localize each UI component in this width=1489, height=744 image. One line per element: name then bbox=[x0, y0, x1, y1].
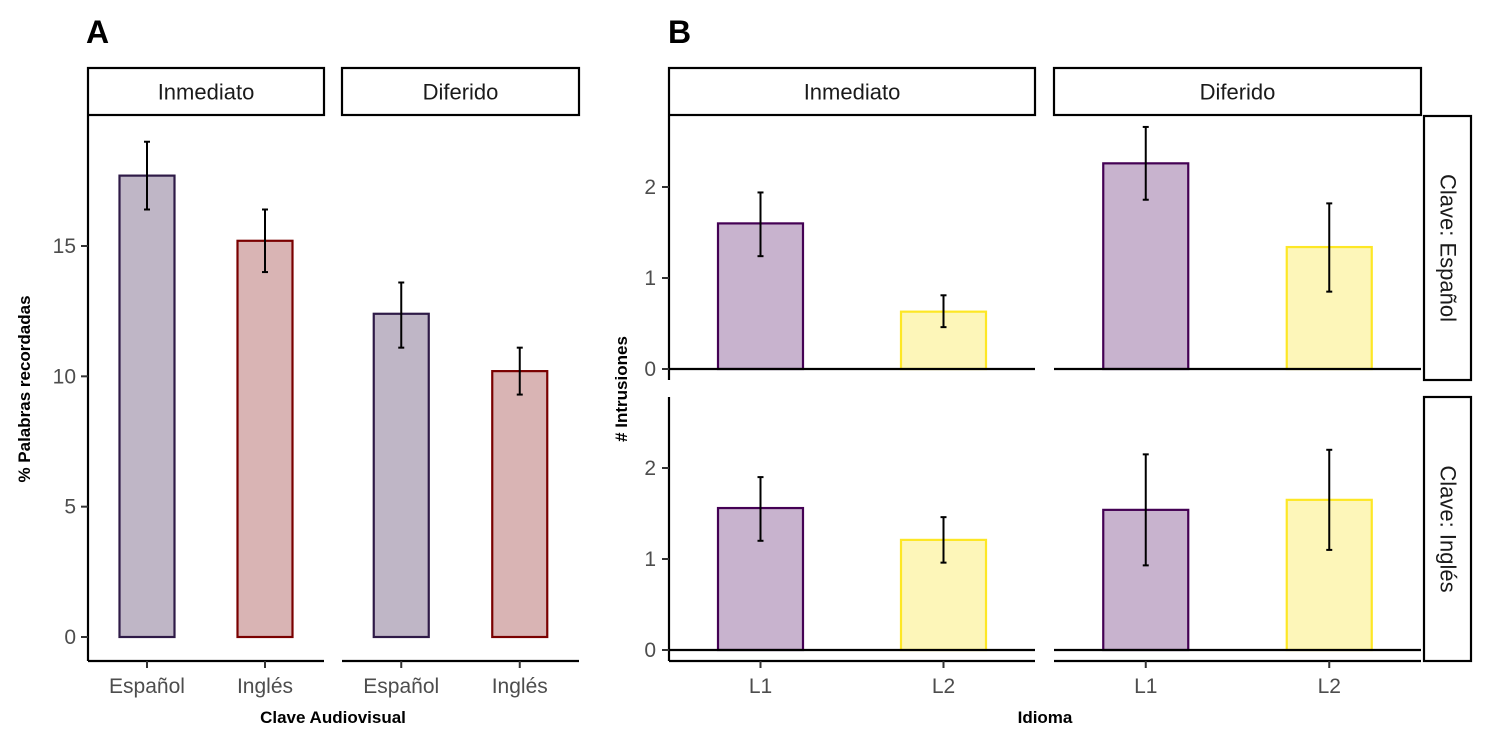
strip-a-0-box bbox=[86, 66, 326, 117]
b-y-tick-label-1-1: 1 bbox=[644, 548, 656, 571]
panel-tag-b: B bbox=[668, 14, 691, 50]
strip-b-row-1-box bbox=[1422, 395, 1473, 663]
b-y-axis-title: # Intrusiones bbox=[612, 336, 631, 442]
a-x-tick-label-1-0: Español bbox=[363, 675, 439, 698]
a-y-tick-label-2: 10 bbox=[53, 365, 76, 388]
a-x-tick-label-0-0: Español bbox=[109, 675, 185, 698]
strip-b-col-0-label: Inmediato bbox=[804, 80, 901, 105]
panel-tag-a: A bbox=[86, 14, 109, 50]
panel-a: A Inmediato Español Inglés Diferido Español In… bbox=[15, 14, 581, 727]
strip-b-row-1-label: Clave: Inglés bbox=[1436, 465, 1461, 592]
b-x-tick-label-0-1: L2 bbox=[932, 675, 955, 698]
b-y-tick-label-0-2: 2 bbox=[644, 176, 656, 199]
strip-b-row-0-label: Clave: Español bbox=[1436, 174, 1461, 322]
panel-b: B Inmediato Diferido Clave: Español Clave: I… bbox=[612, 14, 1473, 727]
b-cell-0-bar-0 bbox=[716, 222, 805, 371]
a-x-tick-label-1-1: Inglés bbox=[492, 675, 548, 698]
a-facet-0-bar-0 bbox=[118, 174, 176, 639]
a-facet-1-bar-0 bbox=[372, 312, 430, 639]
strip-b-col-0-box bbox=[667, 66, 1037, 117]
a-facet-1-bar-1 bbox=[491, 370, 549, 639]
b-x-tick-label-1-0: L1 bbox=[1134, 675, 1157, 698]
a-y-tick-label-3: 15 bbox=[53, 235, 76, 258]
strip-b-col-1-label: Diferido bbox=[1200, 80, 1276, 105]
strip-a-0-label: Inmediato bbox=[158, 80, 255, 105]
b-y-tick-label-1-2: 2 bbox=[644, 457, 656, 480]
strip-a-1-label: Diferido bbox=[423, 80, 499, 105]
strip-a-1-box bbox=[340, 66, 581, 117]
strip-b-row-0-box bbox=[1422, 114, 1473, 382]
a-x-tick-label-0-1: Inglés bbox=[237, 675, 293, 698]
b-x-axis-title: Idioma bbox=[1018, 708, 1073, 727]
a-y-tick-label-0: 0 bbox=[64, 626, 76, 649]
strip-b-col-1-box bbox=[1052, 66, 1423, 117]
b-x-tick-label-1-1: L2 bbox=[1318, 675, 1341, 698]
a-x-axis-title: Clave Audiovisual bbox=[260, 708, 406, 727]
b-y-tick-label-1-0: 0 bbox=[644, 639, 656, 662]
b-y-tick-label-0-1: 1 bbox=[644, 267, 656, 290]
b-x-tick-label-0-0: L1 bbox=[749, 675, 772, 698]
a-y-axis-title: % Palabras recordadas bbox=[15, 295, 34, 482]
a-y-tick-label-1: 5 bbox=[64, 496, 76, 519]
a-facet-0-bar-1 bbox=[236, 239, 294, 639]
b-y-tick-label-0-0: 0 bbox=[644, 358, 656, 381]
